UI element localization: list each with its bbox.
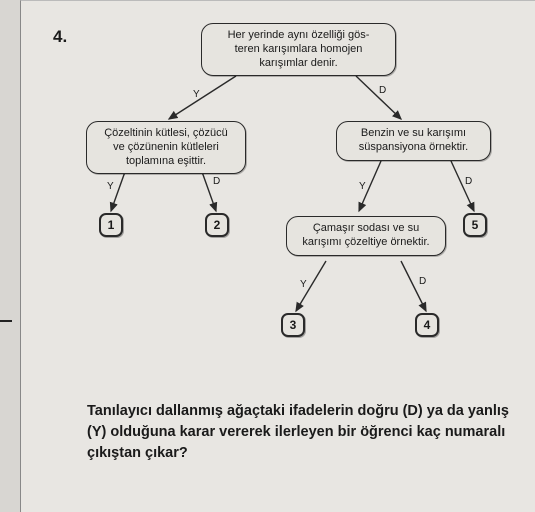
exam-page: 4. Her yerind xyxy=(20,0,535,512)
node-root-text: Her yerinde aynı özelliği gös- teren kar… xyxy=(228,29,370,69)
leaf-4: 4 xyxy=(415,313,439,337)
label-root-d: D xyxy=(379,85,386,96)
question-text: Tanılayıcı dallanmış ağaçtaki ifadelerin… xyxy=(87,401,517,464)
leaf-5: 5 xyxy=(463,213,487,237)
flowchart: Her yerinde aynı özelliği gös- teren kar… xyxy=(81,21,531,391)
node-left-a-text: Çözeltinin kütlesi, çözücü ve çözünenin … xyxy=(104,127,228,167)
label-righta-y: Y xyxy=(359,181,366,192)
node-right-a-text: Benzin ve su karışımı süspansiyona örnek… xyxy=(359,127,468,153)
question-number: 4. xyxy=(53,27,67,47)
leaf-2: 2 xyxy=(205,213,229,237)
label-lefta-y: Y xyxy=(107,181,114,192)
label-midb-y: Y xyxy=(300,279,307,290)
node-left-a: Çözeltinin kütlesi, çözücü ve çözünenin … xyxy=(86,121,246,174)
label-righta-d: D xyxy=(465,176,472,187)
leaf-1: 1 xyxy=(99,213,123,237)
node-mid-b-text: Çamaşır sodası ve su karışımı çözeltiye … xyxy=(302,222,429,248)
label-lefta-d: D xyxy=(213,176,220,187)
page-edge-mark xyxy=(0,320,12,322)
leaf-3: 3 xyxy=(281,313,305,337)
label-midb-d: D xyxy=(419,276,426,287)
label-root-y: Y xyxy=(193,89,200,100)
node-root: Her yerinde aynı özelliği gös- teren kar… xyxy=(201,23,396,76)
flowchart-edges xyxy=(81,21,531,391)
node-right-a: Benzin ve su karışımı süspansiyona örnek… xyxy=(336,121,491,161)
node-mid-b: Çamaşır sodası ve su karışımı çözeltiye … xyxy=(286,216,446,256)
